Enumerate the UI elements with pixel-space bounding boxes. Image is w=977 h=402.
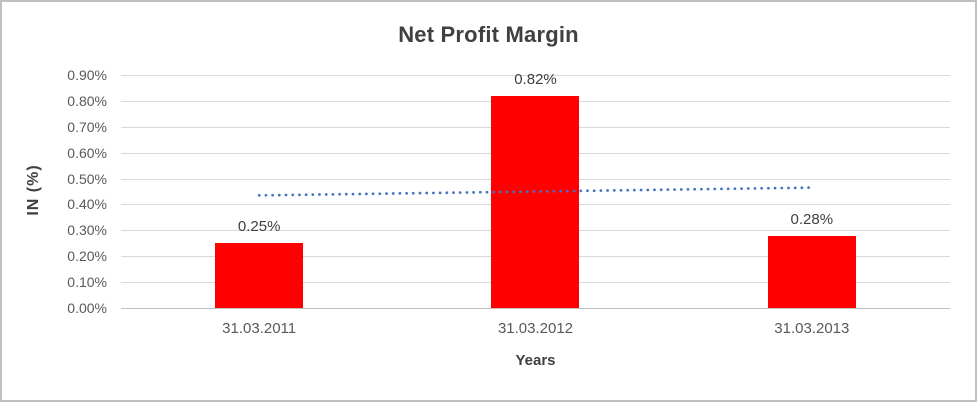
x-tick-label: 31.03.2013 [774,320,850,337]
x-tick-label: 31.03.2011 [222,320,297,337]
y-tick-label: 0.90% [67,67,107,83]
bar-31.03.2013 [767,235,856,308]
y-tick-label: 0.00% [67,300,107,316]
y-tick-label: 0.80% [67,92,107,109]
x-axis-line [121,308,950,309]
bar-data-label: 0.25% [237,218,281,236]
x-tick-label: 31.03.2012 [497,320,574,337]
bar-31.03.2011 [215,243,304,308]
y-tick-label: 0.10% [67,274,107,291]
x-axis-tick-labels: 31.03.2011 31.03.2012 31.03.2013 [121,320,950,337]
chart-title: Net Profit Margin [398,22,579,47]
bar-31.03.2012 [491,95,580,308]
gridline [121,75,950,76]
bar-slot: 0.28% [674,75,950,308]
y-tick-label: 0.60% [67,144,107,161]
bars-layer: 0.25% 0.82% 0.28% [121,71,950,308]
x-axis-title: Years [515,352,556,369]
bar-slot: 0.25% [121,75,397,308]
y-tick-label: 0.40% [67,196,107,213]
y-axis-tick-labels: 0.90% 0.80% 0.70% 0.60% 0.50% 0.40% 0.30% 0.20%… [2,67,107,316]
bar-data-label: 0.28% [790,210,834,228]
y-tick-label: 0.70% [67,118,107,135]
plot-area: 0.25% 0.82% 0.28% [121,71,950,309]
bar-slot: 0.82% [397,71,673,308]
bar-data-label: 0.82% [514,70,557,88]
y-tick-label: 0.50% [67,170,107,187]
y-tick-label: 0.30% [67,222,107,239]
y-tick-label: 0.20% [67,248,107,265]
